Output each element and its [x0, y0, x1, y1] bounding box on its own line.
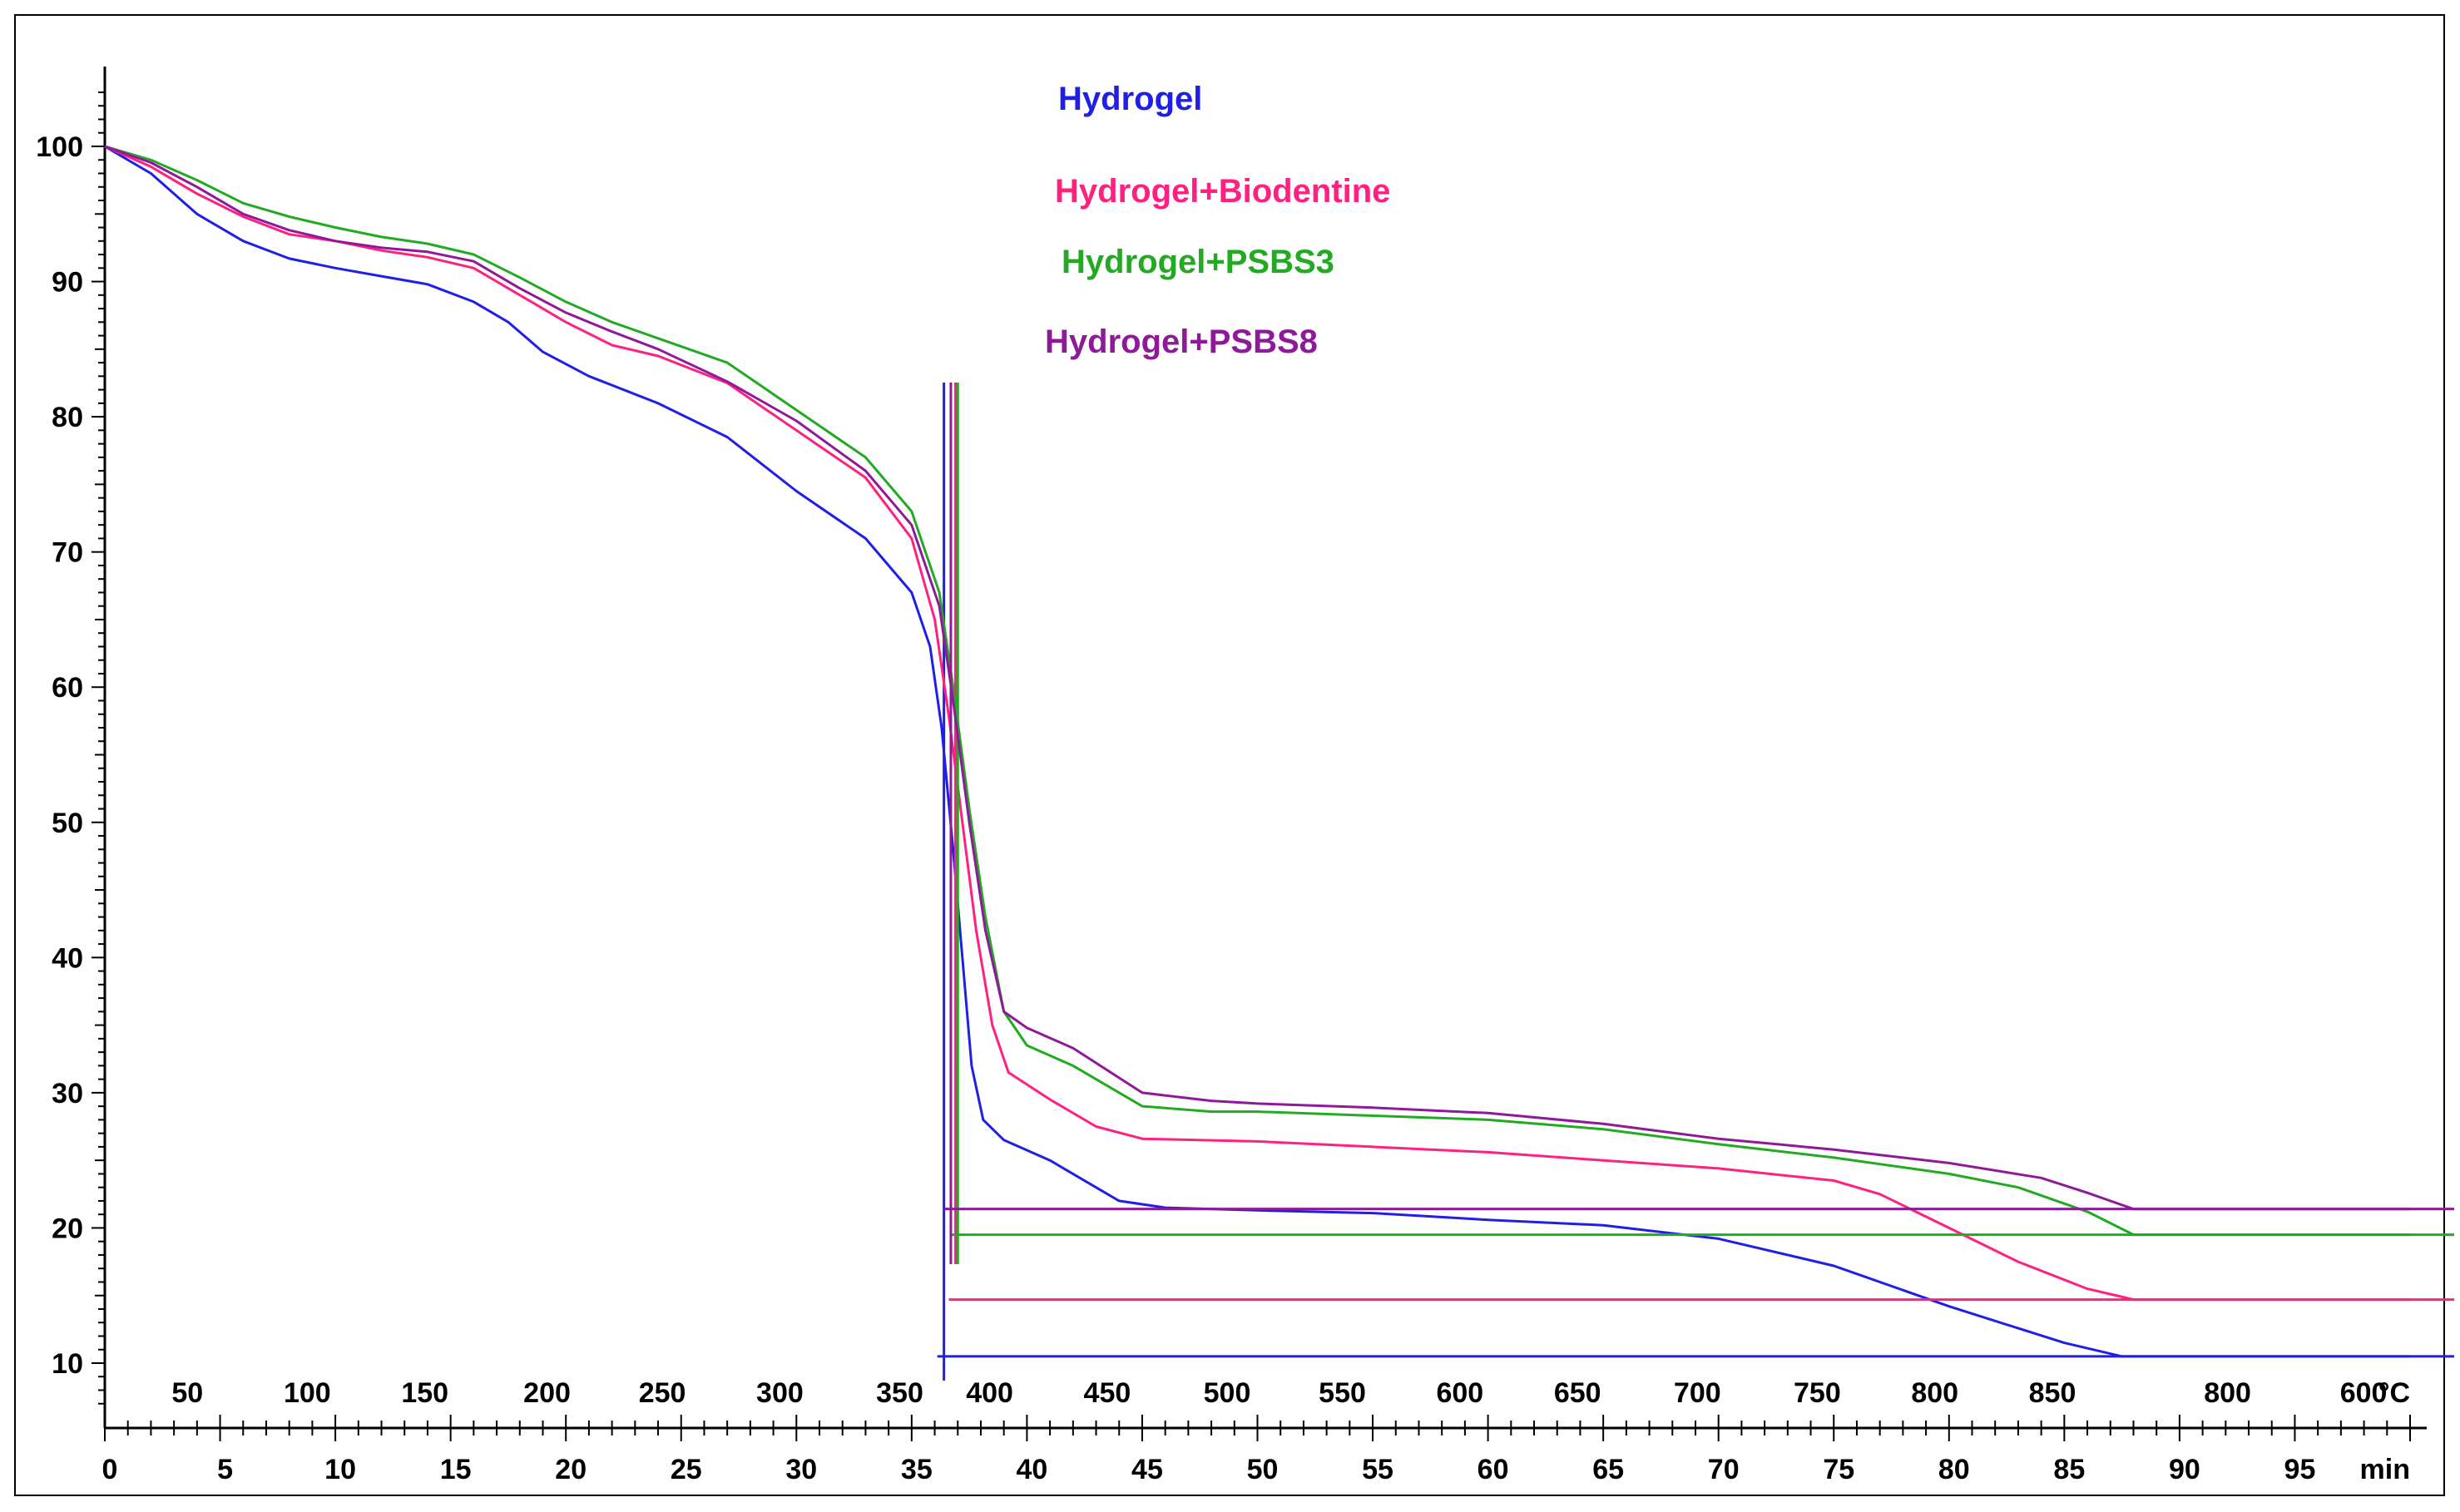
legend-entry-0: Hydrogel [1058, 81, 1202, 117]
y-tick-label: 90 [52, 267, 83, 299]
time-tick-label: 90 [2169, 1454, 2200, 1485]
temp-tick-label: 650 [1554, 1377, 1601, 1409]
y-tick-label: 40 [52, 942, 83, 974]
series-line-0 [104, 145, 2410, 1358]
time-tick-label: 40 [1016, 1454, 1047, 1485]
time-tick-label: 10 [324, 1454, 356, 1485]
time-tick-label: 20 [555, 1454, 587, 1485]
temp-tick-label: 400 [966, 1377, 1013, 1409]
temp-tick-label: 350 [876, 1377, 923, 1409]
temp-tick-label: 250 [639, 1377, 686, 1409]
y-tick-label: 60 [52, 672, 83, 704]
y-tick-label: 100 [36, 131, 83, 163]
temp-tick-label: 800 [1911, 1377, 1958, 1409]
time-tick-label: 95 [2284, 1454, 2316, 1485]
time-tick-label: 55 [1362, 1454, 1393, 1485]
axes: 10 20 30 40 50 60 70 80 90 100 0 5 10 15 20 25 30 35 40 45 5… [36, 67, 2427, 1485]
time-tick-label: 75 [1823, 1454, 1854, 1485]
temp-tick-label: 150 [401, 1377, 448, 1409]
series-line-2 [104, 145, 2410, 1237]
time-tick-label: 45 [1131, 1454, 1163, 1485]
legend: Hydrogel Hydrogel+Biodentine Hydrogel+PSBS… [1045, 81, 1390, 360]
time-tick-label: 5 [217, 1454, 233, 1485]
temp-tick-label: 850 [2029, 1377, 2076, 1409]
series-line-3 [104, 145, 2410, 1211]
temp-tick-label: 750 [1794, 1377, 1841, 1409]
time-tick-label: 35 [901, 1454, 933, 1485]
legend-entry-2: Hydrogel+PSBS3 [1062, 244, 1334, 280]
y-tick-label: 30 [52, 1078, 83, 1109]
time-tick-label: 30 [785, 1454, 817, 1485]
temp-tick-label: 800 [2204, 1377, 2251, 1409]
plot-frame [14, 14, 2445, 1496]
temp-tick-label: 100 [284, 1377, 331, 1409]
time-tick-label: 60 [1477, 1454, 1509, 1485]
time-tick-label: 80 [1938, 1454, 1970, 1485]
time-tick-label: 25 [671, 1454, 702, 1485]
temp-tick-label: 700 [1674, 1377, 1721, 1409]
temp-tick-label: 600 [2340, 1377, 2388, 1409]
time-tick-label: 15 [440, 1454, 472, 1485]
temp-tick-label: 600 [1436, 1377, 1483, 1409]
time-tick-label: 0 [102, 1454, 118, 1485]
time-unit-label: min [2360, 1454, 2410, 1485]
temp-tick-label: 300 [756, 1377, 804, 1409]
temp-tick-label: 500 [1204, 1377, 1251, 1409]
y-tick-label: 70 [52, 537, 83, 569]
temp-tick-label: 200 [523, 1377, 571, 1409]
time-tick-label: 85 [2053, 1454, 2085, 1485]
y-tick-label: 80 [52, 402, 83, 433]
time-tick-label: 50 [1247, 1454, 1279, 1485]
y-tick-label: 20 [52, 1213, 83, 1244]
temp-tick-label: 450 [1084, 1377, 1131, 1409]
series-lines [104, 145, 2454, 1381]
y-tick-label: 50 [52, 808, 83, 839]
y-tick-label: 10 [52, 1348, 83, 1380]
temp-tick-label: 550 [1319, 1377, 1366, 1409]
time-tick-label: 70 [1708, 1454, 1740, 1485]
temp-tick-label: 50 [171, 1377, 203, 1409]
legend-entry-1: Hydrogel+Biodentine [1055, 173, 1390, 210]
time-tick-label: 65 [1592, 1454, 1624, 1485]
legend-entry-3: Hydrogel+PSBS8 [1045, 324, 1318, 360]
temp-unit-label: °C [2378, 1377, 2410, 1409]
